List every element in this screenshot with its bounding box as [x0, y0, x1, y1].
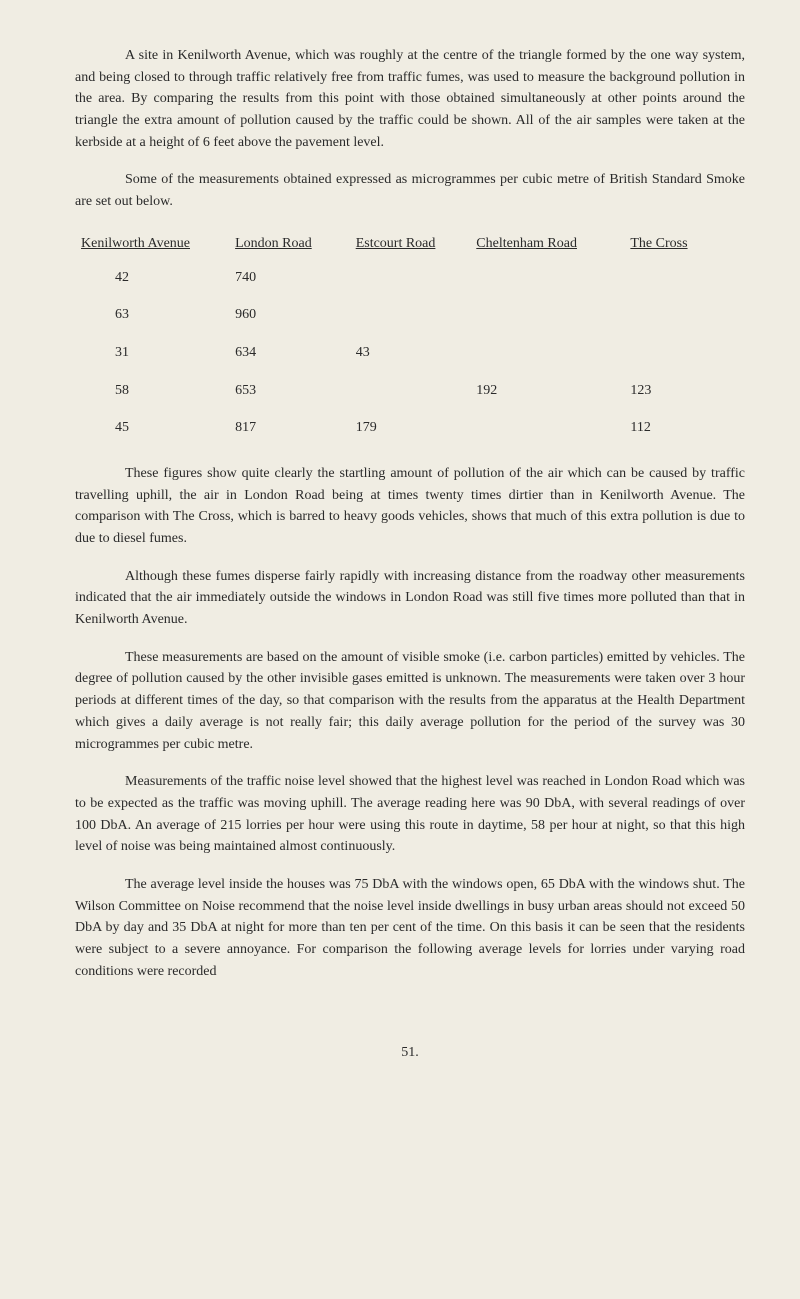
table-cell	[350, 372, 471, 410]
table-row: 45 817 179 112	[75, 409, 745, 447]
table-cell: 960	[229, 296, 350, 334]
paragraph-4: Although these fumes disperse fairly rap…	[75, 566, 745, 631]
table-cell: 740	[229, 259, 350, 297]
table-cell	[624, 296, 745, 334]
paragraph-3: These figures show quite clearly the sta…	[75, 463, 745, 550]
table-cell: 58	[75, 372, 229, 410]
table-header-estcourt: Estcourt Road	[350, 229, 471, 259]
table-cell: 45	[75, 409, 229, 447]
table-cell: 179	[350, 409, 471, 447]
table-cell	[624, 259, 745, 297]
table-row: 58 653 192 123	[75, 372, 745, 410]
table-cell: 123	[624, 372, 745, 410]
table-cell	[470, 334, 624, 372]
table-cell	[624, 334, 745, 372]
table-cell	[350, 259, 471, 297]
table-cell: 634	[229, 334, 350, 372]
page-number: 51.	[75, 1042, 745, 1064]
table-row: 31 634 43	[75, 334, 745, 372]
table-cell	[350, 296, 471, 334]
table-cell: 817	[229, 409, 350, 447]
paragraph-5: These measurements are based on the amou…	[75, 647, 745, 755]
table-cell	[470, 296, 624, 334]
table-cell: 653	[229, 372, 350, 410]
paragraph-6: Measurements of the traffic noise level …	[75, 771, 745, 858]
table-cell: 43	[350, 334, 471, 372]
table-cell: 31	[75, 334, 229, 372]
table-row: 42 740	[75, 259, 745, 297]
paragraph-2: Some of the measurements obtained expres…	[75, 169, 745, 212]
table-cell: 63	[75, 296, 229, 334]
table-header-cross: The Cross	[624, 229, 745, 259]
table-cell	[470, 259, 624, 297]
paragraph-1: A site in Kenilworth Avenue, which was r…	[75, 45, 745, 153]
table-header-cheltenham: Cheltenham Road	[470, 229, 624, 259]
table-header-kenilworth: Kenilworth Avenue	[75, 229, 229, 259]
table-cell: 192	[470, 372, 624, 410]
table-row: 63 960	[75, 296, 745, 334]
table-cell: 112	[624, 409, 745, 447]
table-header-london: London Road	[229, 229, 350, 259]
paragraph-7: The average level inside the houses was …	[75, 874, 745, 982]
table-cell	[470, 409, 624, 447]
table-cell: 42	[75, 259, 229, 297]
pollution-table: Kenilworth Avenue London Road Estcourt R…	[75, 229, 745, 447]
